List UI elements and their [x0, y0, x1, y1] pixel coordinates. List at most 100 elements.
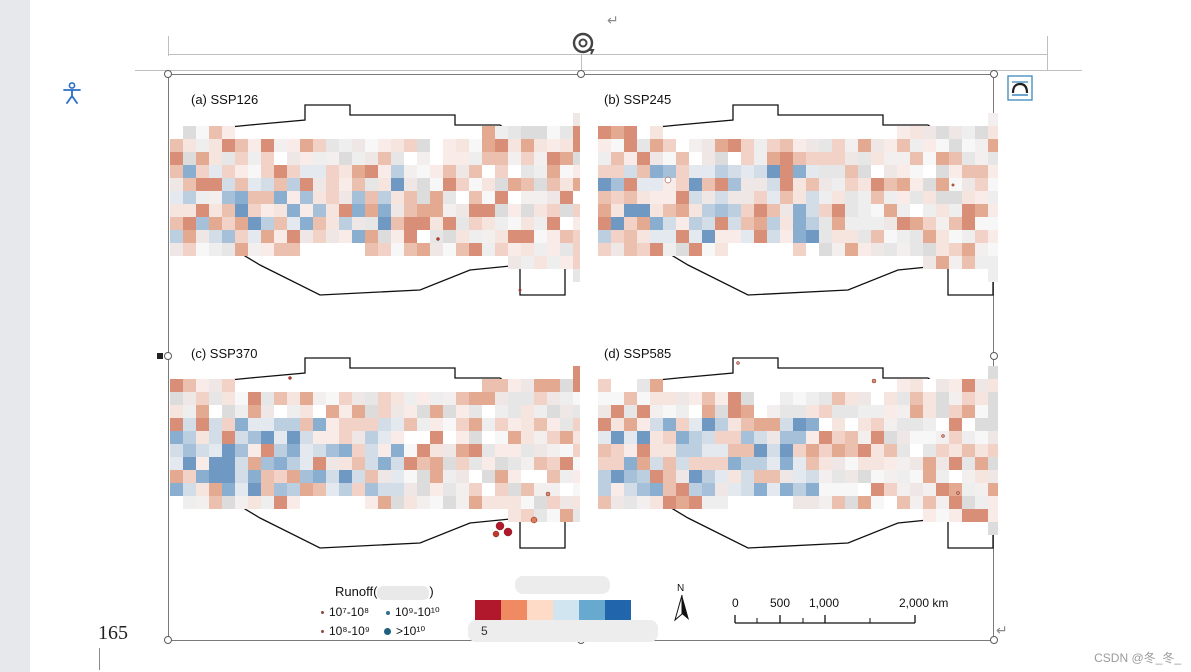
runoff-cell: [404, 230, 417, 243]
runoff-cell: [897, 165, 910, 178]
runoff-cell: [534, 204, 547, 217]
runoff-cell: [300, 139, 313, 152]
runoff-cell: [170, 431, 183, 444]
runoff-cell: [741, 204, 754, 217]
runoff-cell: [482, 204, 495, 217]
runoff-cell: [598, 483, 611, 496]
runoff-cell: [858, 483, 871, 496]
runoff-cell: [560, 204, 573, 217]
runoff-cell: [598, 217, 611, 230]
resize-handle-sw[interactable]: [164, 636, 172, 644]
resize-handle-se[interactable]: [990, 636, 998, 644]
runoff-cell: [676, 496, 689, 509]
runoff-cell: [404, 139, 417, 152]
runoff-cell: [170, 152, 183, 165]
runoff-cell: [962, 405, 975, 418]
runoff-cell: [832, 483, 845, 496]
runoff-cell: [508, 230, 521, 243]
resize-handle-ne[interactable]: [990, 70, 998, 78]
runoff-cell: [365, 444, 378, 457]
runoff-cell: [196, 165, 209, 178]
runoff-cell: [430, 217, 443, 230]
runoff-cell: [547, 126, 560, 139]
runoff-cell: [689, 470, 702, 483]
runoff-cell: [248, 204, 261, 217]
runoff-cell: [832, 204, 845, 217]
runoff-cell: [806, 405, 819, 418]
runoff-cell: [949, 217, 962, 230]
resize-handle-w[interactable]: [164, 352, 172, 360]
runoff-cell: [637, 444, 650, 457]
runoff-cell: [495, 496, 508, 509]
runoff-cell: [663, 230, 676, 243]
layout-options-icon[interactable]: [1007, 75, 1033, 101]
runoff-cell: [573, 379, 580, 392]
runoff-cell: [404, 470, 417, 483]
runoff-cell: [417, 191, 430, 204]
runoff-cell: [443, 392, 456, 405]
runoff-cell: [949, 496, 962, 509]
runoff-cell: [287, 217, 300, 230]
legend-item-1e9: 10⁹-10¹⁰: [386, 605, 440, 619]
runoff-cell: [404, 191, 417, 204]
runoff-cell: [235, 444, 248, 457]
runoff-cell: [793, 405, 806, 418]
resize-handle-nw[interactable]: [164, 70, 172, 78]
runoff-cell: [884, 178, 897, 191]
runoff-cell: [637, 217, 650, 230]
runoff-cell: [391, 392, 404, 405]
accessibility-icon[interactable]: [62, 82, 82, 104]
runoff-cell: [391, 178, 404, 191]
runoff-cell: [858, 496, 871, 509]
runoff-cell: [897, 139, 910, 152]
runoff-cell: [391, 165, 404, 178]
runoff-cell: [832, 178, 845, 191]
runoff-cell: [767, 457, 780, 470]
runoff-cell: [222, 152, 235, 165]
runoff-cell: [300, 444, 313, 457]
runoff-cell: [624, 483, 637, 496]
runoff-cell: [352, 470, 365, 483]
runoff-cell: [443, 243, 456, 256]
runoff-cell: [988, 405, 998, 418]
runoff-cell: [598, 379, 611, 392]
runoff-cell: [443, 165, 456, 178]
runoff-cell: [702, 204, 715, 217]
runoff-cell: [767, 191, 780, 204]
runoff-cell: [910, 379, 923, 392]
runoff-cell: [196, 418, 209, 431]
runoff-cell: [741, 152, 754, 165]
legend-title: Runoff(): [335, 584, 434, 600]
runoff-cell: [897, 379, 910, 392]
runoff-cell: [274, 139, 287, 152]
runoff-cell: [962, 256, 975, 269]
runoff-cell: [573, 522, 580, 535]
runoff-cell: [170, 470, 183, 483]
runoff-cell: [482, 483, 495, 496]
runoff-cell: [910, 165, 923, 178]
runoff-cell: [222, 444, 235, 457]
runoff-cell: [508, 165, 521, 178]
runoff-cell: [832, 470, 845, 483]
runoff-cell: [663, 139, 676, 152]
runoff-cell: [793, 496, 806, 509]
runoff-point: [518, 288, 522, 292]
runoff-cell: [611, 165, 624, 178]
runoff-cell: [650, 191, 663, 204]
resize-handle-n[interactable]: [577, 70, 585, 78]
runoff-cell: [689, 204, 702, 217]
runoff-cell: [741, 392, 754, 405]
runoff-cell: [819, 470, 832, 483]
runoff-cell: [689, 496, 702, 509]
runoff-cell: [222, 178, 235, 191]
runoff-cell: [897, 496, 910, 509]
runoff-cell: [378, 418, 391, 431]
rotate-handle-icon[interactable]: [570, 30, 596, 56]
runoff-cell: [443, 431, 456, 444]
runoff-cell: [326, 191, 339, 204]
runoff-cell: [806, 243, 819, 256]
runoff-cell: [949, 457, 962, 470]
runoff-cell: [365, 204, 378, 217]
resize-handle-e[interactable]: [990, 352, 998, 360]
runoff-cell: [598, 126, 611, 139]
